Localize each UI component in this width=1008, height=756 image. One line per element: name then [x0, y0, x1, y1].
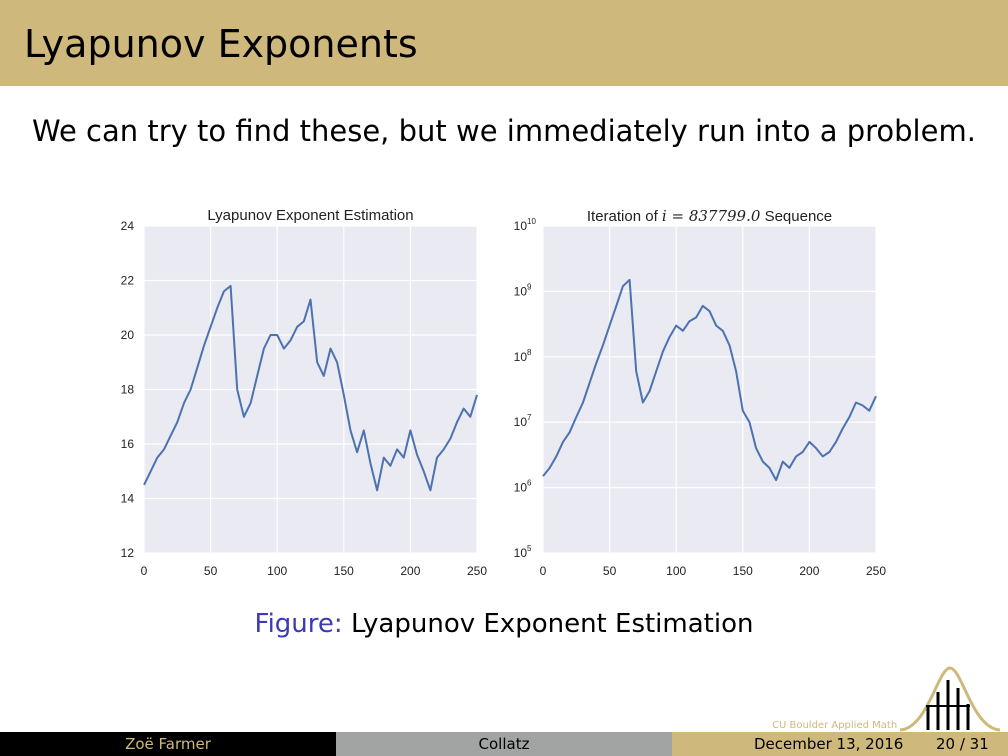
- y-tick-label: 12: [121, 546, 135, 560]
- sequence-chart: Iteration of i = 837799.0 Sequence 0 50 10…: [514, 207, 887, 578]
- x-tick-label: 100: [267, 564, 287, 578]
- x-tick-label: 0: [141, 564, 148, 578]
- y-tick-exponent: 5: [527, 544, 532, 553]
- y-tick-label: 18: [121, 383, 135, 397]
- y-tick-exponent: 9: [527, 282, 532, 291]
- y-tick-exponent: 10: [527, 217, 536, 226]
- footer-right: December 13, 2016 20 / 31: [672, 732, 1008, 756]
- x-tick-label: 250: [866, 564, 886, 578]
- x-tick-label: 50: [204, 564, 218, 578]
- x-tick-label: 200: [400, 564, 420, 578]
- y-tick-label: 10: [514, 481, 528, 495]
- chart-title: Iteration of i = 837799.0 Sequence: [543, 207, 876, 225]
- chart-title-text: Iteration of: [586, 208, 658, 225]
- y-tick-exponent: 8: [527, 348, 532, 357]
- footer-author: Zoë Farmer: [0, 732, 336, 756]
- y-tick-exponent: 6: [527, 479, 532, 488]
- y-tick-label: 14: [121, 492, 135, 506]
- x-tick-label: 50: [603, 564, 617, 578]
- title-bar: Lyapunov Exponents: [0, 0, 1008, 86]
- x-tick-label: 250: [467, 564, 487, 578]
- series-line: [143, 284, 478, 492]
- y-tick-label: 10: [514, 284, 528, 298]
- y-tick-label: 16: [121, 437, 135, 451]
- figure-caption: Figure: Lyapunov Exponent Estimation: [0, 609, 1008, 639]
- institution-text: CU Boulder Applied Math: [772, 720, 898, 731]
- footer-bar: Zoë Farmer Collatz December 13, 2016 20 …: [0, 732, 1008, 756]
- footer-date: December 13, 2016: [754, 735, 904, 753]
- lyapunov-chart-svg: 0 50 100 150 200 250 12 14 16 18 20 22 24: [121, 219, 488, 578]
- x-tick-label: 150: [334, 564, 354, 578]
- y-tick-label: 10: [514, 350, 528, 364]
- slide-title: Lyapunov Exponents: [24, 22, 418, 66]
- y-tick-label: 22: [121, 274, 135, 288]
- x-tick-label: 150: [733, 564, 753, 578]
- series-line: [542, 278, 877, 482]
- chart-title: Lyapunov Exponent Estimation: [207, 207, 414, 224]
- y-tick-label: 20: [121, 328, 135, 342]
- plot-background: [543, 226, 876, 553]
- footer-topic: Collatz: [336, 732, 672, 756]
- y-tick-label: 10: [514, 415, 528, 429]
- y-tick-label: 10: [514, 546, 528, 560]
- x-tick-label: 0: [540, 564, 547, 578]
- lyapunov-chart: Lyapunov Exponent Estimation 0 50 100 150 20…: [121, 207, 488, 578]
- x-tick-label: 100: [666, 564, 686, 578]
- chart-title-math: i = 837799.0: [661, 207, 761, 225]
- footer-page-number: 20 / 31: [936, 735, 989, 753]
- chart-title-suffix: Sequence: [764, 208, 833, 225]
- y-tick-label: 10: [514, 219, 528, 233]
- y-tick-label: 24: [121, 219, 135, 233]
- caption-label: Figure:: [254, 609, 343, 639]
- slide-body-text: We can try to find these, but we immedia…: [32, 114, 976, 148]
- cu-boulder-logo: [899, 666, 1001, 732]
- caption-text: Lyapunov Exponent Estimation: [350, 609, 754, 639]
- y-tick-exponent: 7: [527, 413, 532, 422]
- x-tick-label: 200: [799, 564, 819, 578]
